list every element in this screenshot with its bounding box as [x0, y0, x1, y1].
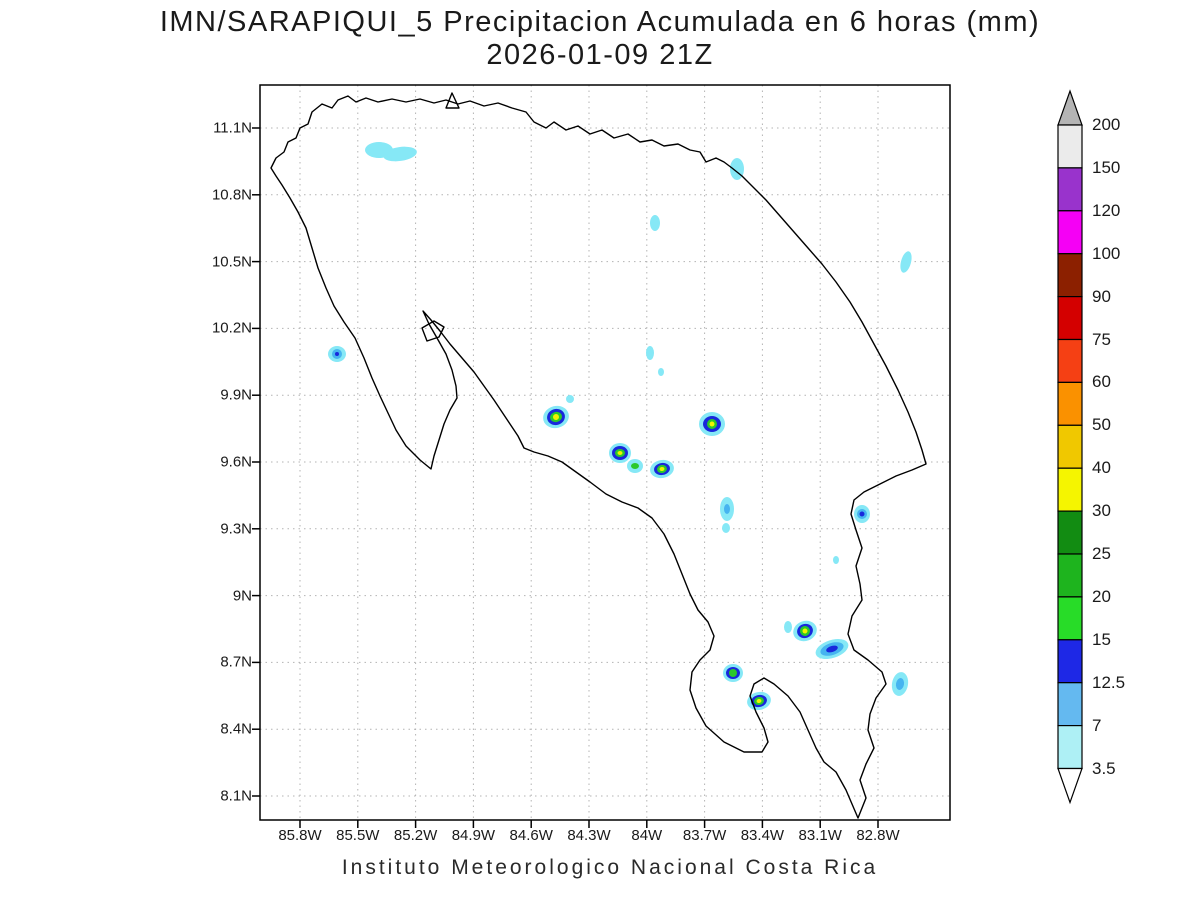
colorbar-label: 60: [1092, 372, 1111, 392]
colorbar-label: 75: [1092, 329, 1111, 349]
colorbar-segment: [1057, 296, 1083, 341]
lat-axis-label: 10.2N: [211, 319, 252, 337]
lat-axis-label: 10.8N: [211, 186, 252, 204]
colorbar-segment: [1057, 338, 1083, 384]
colorbar-segment: [1057, 124, 1083, 169]
colorbar-label: 15: [1092, 629, 1111, 649]
plot-frame-group: [252, 84, 951, 828]
colorbar-label: 25: [1092, 544, 1111, 563]
colorbar-label: 100: [1092, 243, 1121, 263]
colorbar-label: 120: [1092, 200, 1121, 220]
colorbar-segment: [1057, 210, 1083, 255]
lon-axis-label: 85.5W: [336, 827, 380, 844]
lat-axis-label: 8.4N: [220, 720, 252, 738]
lon-axis-label: 84.9W: [451, 827, 496, 844]
lat-axis-label: 11.1N: [213, 119, 252, 137]
grid-lines: [260, 85, 950, 820]
colorbar-segment: [1057, 167, 1083, 212]
colorbar-segment: [1057, 639, 1083, 684]
costa-rica-coastline: [270, 92, 927, 819]
lat-axis-label: 8.1N: [220, 787, 252, 805]
lon-axis-label: 84.3W: [567, 827, 611, 844]
colorbar-segment: [1057, 553, 1083, 598]
title-line-1: IMN/SARAPIQUI_5 Precipitacion Acumulada …: [159, 6, 1041, 38]
axis-ticks: [252, 127, 879, 828]
lat-axis-label: 10.5N: [211, 253, 252, 271]
plot-frame: [259, 84, 951, 821]
colorbar: [1057, 89, 1083, 805]
colorbar-label: 20: [1092, 586, 1111, 606]
lat-axis-label: 9N: [232, 587, 252, 605]
lake-island-outline: [445, 92, 460, 109]
coastline-outline: [270, 95, 927, 819]
chira-island-outline: [421, 320, 445, 342]
colorbar-segment: [1057, 253, 1083, 298]
colorbar-label: 7: [1092, 715, 1102, 735]
colorbar-segment: [1057, 467, 1083, 512]
colorbar-label: 50: [1092, 415, 1111, 435]
lon-axis-label: 83.7W: [682, 827, 727, 844]
colorbar-above-max-triangle: [1057, 89, 1083, 126]
lat-axis-label: 9.3N: [220, 520, 252, 538]
colorbar-label: 12.5: [1092, 672, 1126, 692]
colorbar-segment: [1057, 682, 1083, 727]
colorbar-segment: [1057, 724, 1083, 770]
lat-axis-label: 9.9N: [220, 386, 252, 404]
colorbar-segment: [1057, 510, 1083, 555]
lon-axis-label: 85.2W: [393, 827, 438, 844]
colorbar-segment: [1057, 381, 1083, 426]
footer-caption: Instituto Meteorologico Nacional Costa R…: [341, 856, 879, 879]
colorbar-below-min-triangle: [1057, 767, 1083, 805]
lon-axis-label: 84W: [631, 827, 663, 844]
lat-axis-label: 9.6N: [220, 453, 252, 471]
chart-title: IMN/SARAPIQUI_5 Precipitacion Acumulada …: [0, 6, 1200, 72]
precipitation-cells: [328, 142, 912, 711]
lon-axis-label: 84.6W: [509, 827, 553, 844]
colorbar-label: 30: [1092, 501, 1111, 521]
colorbar-segment: [1057, 424, 1083, 469]
colorbar-label: 3.5: [1092, 758, 1116, 778]
lat-axis-label: 8.7N: [220, 653, 252, 671]
colorbar-label: 90: [1092, 286, 1111, 306]
colorbar-label: 40: [1092, 458, 1111, 478]
colorbar-label: 200: [1092, 115, 1121, 134]
title-line-2: 2026-01-09 21Z: [486, 39, 714, 71]
colorbar-segment: [1057, 596, 1083, 641]
lon-axis-label: 83.4W: [740, 827, 785, 844]
lon-axis-label: 82.8W: [856, 827, 900, 844]
lon-axis-label: 85.8W: [278, 827, 322, 844]
lon-axis-label: 83.1W: [798, 827, 842, 844]
colorbar-label: 150: [1092, 157, 1121, 177]
